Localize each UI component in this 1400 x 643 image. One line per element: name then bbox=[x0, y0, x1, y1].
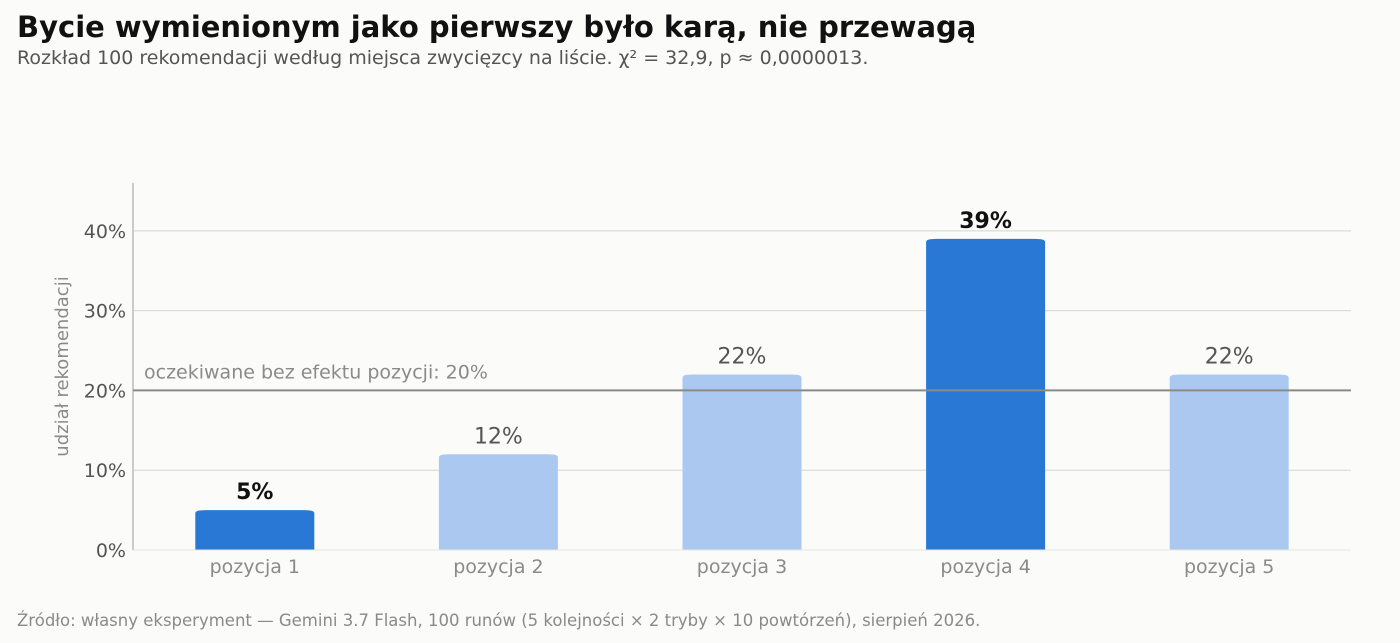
bar-value-label: 12% bbox=[474, 424, 523, 449]
y-tick-label: 20% bbox=[84, 380, 126, 402]
y-tick-label: 10% bbox=[84, 460, 126, 482]
bar-3 bbox=[682, 374, 802, 550]
bar-4 bbox=[926, 238, 1046, 550]
bar-value-label: 39% bbox=[959, 209, 1012, 234]
source-note: Źródło: własny eksperyment — Gemini 3.7 … bbox=[17, 611, 981, 630]
y-tick-label: 0% bbox=[96, 540, 126, 562]
x-tick-label: pozycja 4 bbox=[940, 556, 1030, 578]
y-axis-label: udział rekomendacji bbox=[52, 276, 73, 456]
bar-5 bbox=[1169, 374, 1289, 550]
chart-title: Bycie wymienionym jako pierwszy było kar… bbox=[17, 10, 977, 44]
reference-line-label: oczekiwane bez efektu pozycji: 20% bbox=[144, 361, 488, 383]
x-tick-label: pozycja 5 bbox=[1184, 556, 1274, 578]
x-tick-label: pozycja 2 bbox=[453, 556, 543, 578]
bar-value-label: 5% bbox=[236, 480, 273, 505]
x-tick-label: pozycja 1 bbox=[210, 556, 300, 578]
y-tick-label: 30% bbox=[84, 301, 126, 323]
x-tick-label: pozycja 3 bbox=[697, 556, 787, 578]
chart-subtitle: Rozkład 100 rekomendacji według miejsca … bbox=[17, 47, 869, 69]
bar-1 bbox=[195, 510, 315, 550]
bar-value-label: 22% bbox=[718, 344, 767, 369]
bar-value-label: 22% bbox=[1205, 344, 1254, 369]
bar-2 bbox=[438, 454, 558, 550]
y-tick-label: 40% bbox=[84, 221, 126, 243]
